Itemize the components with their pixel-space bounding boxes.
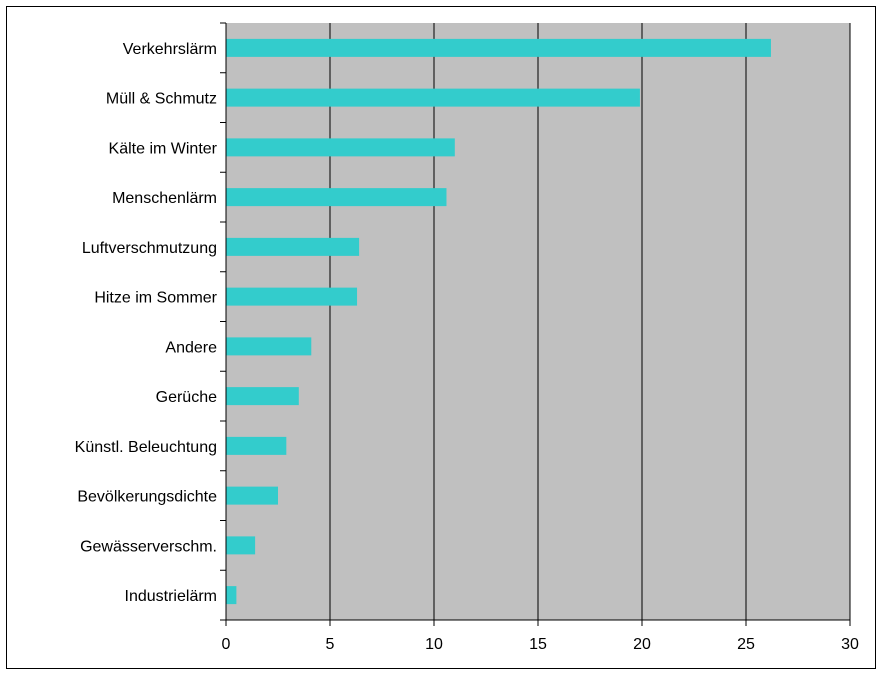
bars (226, 38, 771, 605)
bar (226, 188, 447, 207)
x-tick-label: 30 (841, 636, 859, 653)
category-label: Andere (165, 339, 217, 356)
x-tick-label: 20 (633, 636, 651, 653)
bar (226, 287, 358, 306)
bar (226, 486, 278, 505)
category-label: Luftverschmutzung (82, 240, 217, 257)
bar (226, 88, 640, 107)
x-axis-ticks (225, 620, 851, 626)
y-axis-ticks (220, 22, 226, 621)
category-label: Gewässerverschm. (80, 538, 217, 555)
x-tick-label: 10 (425, 636, 443, 653)
bar (226, 337, 312, 356)
bar (226, 387, 299, 406)
category-label: Gerüche (156, 389, 217, 406)
bar (226, 38, 771, 57)
bar (226, 138, 455, 157)
category-label: Bevölkerungsdichte (77, 489, 217, 506)
category-label: Künstl. Beleuchtung (75, 439, 217, 456)
category-labels: Verkehrslärm Müll & Schmutz Kälte im Winte… (75, 41, 218, 605)
category-label: Hitze im Sommer (94, 290, 217, 307)
gridlines (329, 23, 851, 620)
x-tick-label: 5 (326, 636, 335, 653)
bar (226, 237, 360, 256)
category-label: Menschenlärm (112, 190, 217, 207)
category-label: Kälte im Winter (109, 140, 218, 157)
x-tick-label: 15 (529, 636, 547, 653)
x-tick-label: 25 (737, 636, 755, 653)
bar (226, 536, 256, 555)
category-label: Müll & Schmutz (106, 91, 217, 108)
bar (226, 586, 237, 605)
x-tick-label: 0 (222, 636, 231, 653)
x-tick-labels: 0 5 10 15 20 25 30 (222, 636, 859, 653)
category-label: Industrielärm (125, 588, 217, 605)
chart-frame: Verkehrslärm Müll & Schmutz Kälte im Winte… (6, 6, 876, 669)
bar-chart: Verkehrslärm Müll & Schmutz Kälte im Winte… (75, 22, 859, 653)
category-label: Verkehrslärm (123, 41, 217, 58)
bar (226, 436, 287, 455)
